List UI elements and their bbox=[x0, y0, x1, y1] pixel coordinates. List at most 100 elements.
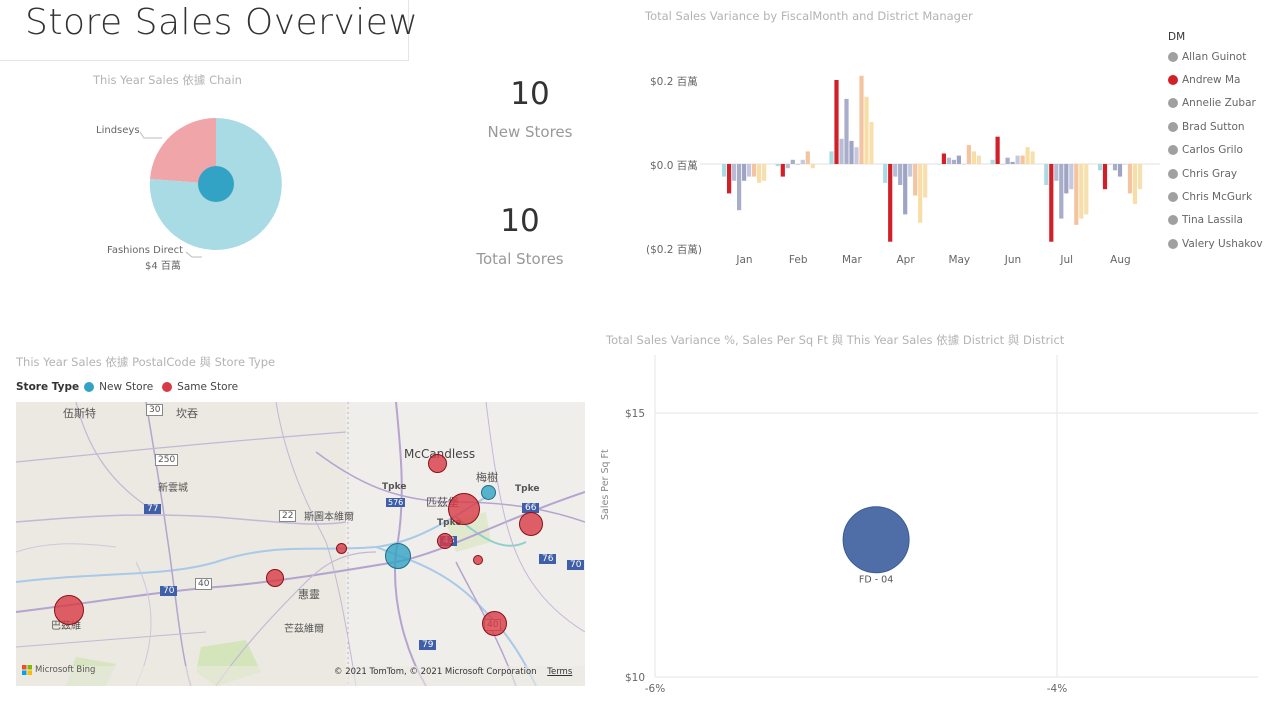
variance-bar[interactable] bbox=[971, 151, 976, 164]
map-bubble-same-store[interactable] bbox=[266, 569, 284, 587]
variance-bar[interactable] bbox=[1069, 164, 1074, 190]
variance-bar[interactable] bbox=[1112, 164, 1118, 171]
variance-bar[interactable] bbox=[923, 164, 928, 198]
pie-chart[interactable] bbox=[80, 100, 300, 280]
variance-bar[interactable] bbox=[747, 164, 752, 177]
variance-bar[interactable] bbox=[854, 147, 859, 164]
variance-bar[interactable] bbox=[1020, 155, 1025, 164]
variance-bar[interactable] bbox=[951, 159, 956, 164]
variance-bar[interactable] bbox=[722, 164, 727, 177]
variance-bar[interactable] bbox=[893, 164, 898, 177]
variance-bar[interactable] bbox=[737, 164, 742, 211]
variance-bar[interactable] bbox=[976, 155, 981, 164]
variance-legend-item[interactable]: Valery Ushakov bbox=[1168, 232, 1263, 255]
variance-bar[interactable] bbox=[869, 122, 874, 164]
variance-bar[interactable] bbox=[990, 159, 995, 164]
variance-bar[interactable] bbox=[1030, 151, 1035, 164]
variance-bar[interactable] bbox=[956, 155, 961, 164]
variance-bar-chart[interactable]: Jan Feb Mar Apr May Jun Jul Aug bbox=[700, 60, 1160, 270]
variance-bar[interactable] bbox=[810, 164, 815, 169]
variance-legend-item[interactable]: Chris McGurk bbox=[1168, 185, 1263, 208]
variance-bar[interactable] bbox=[859, 75, 864, 164]
variance-bar[interactable] bbox=[775, 164, 780, 167]
variance-bar[interactable] bbox=[903, 164, 908, 215]
variance-bar[interactable] bbox=[946, 157, 951, 164]
variance-bar[interactable] bbox=[752, 164, 757, 177]
variance-legend-item[interactable]: Chris Gray bbox=[1168, 162, 1263, 185]
variance-bar[interactable] bbox=[780, 164, 785, 177]
variance-bar[interactable] bbox=[1010, 161, 1015, 164]
variance-bar[interactable] bbox=[1117, 164, 1123, 177]
variance-bar[interactable] bbox=[1054, 164, 1059, 181]
variance-bar[interactable] bbox=[888, 164, 893, 242]
variance-bar[interactable] bbox=[908, 164, 913, 177]
variance-bar[interactable] bbox=[727, 164, 732, 194]
variance-bar[interactable] bbox=[1084, 164, 1089, 215]
variance-bar[interactable] bbox=[805, 151, 810, 164]
variance-bar[interactable] bbox=[898, 164, 903, 185]
variance-legend-item[interactable]: Brad Sutton bbox=[1168, 115, 1263, 138]
variance-bar[interactable] bbox=[834, 80, 839, 164]
variance-bar[interactable] bbox=[1044, 164, 1049, 185]
map-bubble-same-store[interactable] bbox=[336, 543, 347, 554]
scatter-point[interactable] bbox=[842, 506, 910, 574]
variance-bar[interactable] bbox=[995, 136, 1000, 164]
variance-bar[interactable] bbox=[1107, 164, 1113, 165]
variance-legend-item[interactable]: Annelie Zubar bbox=[1168, 92, 1263, 115]
variance-bar[interactable] bbox=[864, 96, 869, 164]
variance-bar[interactable] bbox=[732, 164, 737, 181]
legend-dot-icon bbox=[1168, 51, 1178, 62]
variance-bar[interactable] bbox=[1137, 164, 1143, 190]
variance-bar[interactable] bbox=[1132, 164, 1138, 204]
variance-bar[interactable] bbox=[815, 164, 820, 165]
variance-bar[interactable] bbox=[1079, 164, 1084, 219]
variance-bar[interactable] bbox=[795, 164, 800, 165]
variance-bar[interactable] bbox=[785, 164, 790, 169]
map-bubble-same-store[interactable] bbox=[473, 555, 483, 565]
variance-bar[interactable] bbox=[913, 164, 918, 196]
variance-legend-item[interactable]: Carlos Grilo bbox=[1168, 139, 1263, 162]
variance-bar[interactable] bbox=[829, 151, 834, 164]
map-bubble-same-store[interactable] bbox=[428, 454, 447, 473]
variance-legend-item[interactable]: Tina Lassila bbox=[1168, 209, 1263, 232]
map-bubble-same-store[interactable] bbox=[482, 611, 507, 636]
map-bubble-same-store[interactable] bbox=[519, 512, 543, 536]
variance-legend-item[interactable]: Andrew Ma bbox=[1168, 68, 1263, 91]
map-terms-link[interactable]: Terms bbox=[547, 667, 573, 677]
variance-bar[interactable] bbox=[762, 164, 767, 181]
variance-bar[interactable] bbox=[918, 164, 923, 223]
variance-xtick: Mar bbox=[842, 254, 862, 266]
variance-bar[interactable] bbox=[1025, 147, 1030, 164]
variance-bar[interactable] bbox=[1064, 164, 1069, 194]
variance-bar[interactable] bbox=[1005, 157, 1010, 164]
map-bubble-new-store[interactable] bbox=[481, 485, 496, 500]
map-bubble-same-store[interactable] bbox=[54, 595, 84, 625]
variance-bar[interactable] bbox=[1059, 164, 1064, 219]
variance-bar[interactable] bbox=[936, 164, 941, 165]
map-bubble-same-store[interactable] bbox=[437, 533, 453, 549]
variance-bar[interactable] bbox=[1049, 164, 1054, 242]
scatter-chart[interactable]: $15 $10-6% -4% FD - 04 bbox=[600, 355, 1265, 704]
map-bubble-new-store[interactable] bbox=[385, 543, 411, 569]
variance-bar[interactable] bbox=[961, 164, 966, 165]
variance-bar[interactable] bbox=[1000, 164, 1005, 165]
variance-bar[interactable] bbox=[1127, 164, 1133, 194]
variance-bar[interactable] bbox=[839, 138, 844, 164]
variance-bar[interactable] bbox=[757, 164, 762, 183]
variance-bar[interactable] bbox=[1074, 164, 1079, 225]
variance-bar[interactable] bbox=[742, 164, 747, 181]
variance-legend-item[interactable]: Allan Guinot bbox=[1168, 45, 1263, 68]
variance-bar[interactable] bbox=[1102, 164, 1108, 190]
map-canvas[interactable]: McCandless 梅樹 伍斯特 坎吞 新雲城 斯圖本維爾 匹茲堡 惠靈 芒茲… bbox=[16, 402, 585, 686]
variance-bar[interactable] bbox=[966, 145, 971, 164]
variance-bar[interactable] bbox=[844, 98, 849, 164]
variance-bar[interactable] bbox=[849, 140, 854, 164]
variance-bar[interactable] bbox=[1015, 155, 1020, 164]
variance-bar[interactable] bbox=[1122, 164, 1128, 165]
variance-bar[interactable] bbox=[1097, 164, 1103, 171]
variance-bar[interactable] bbox=[800, 159, 805, 164]
map-bubble-same-store[interactable] bbox=[448, 493, 480, 525]
variance-bar[interactable] bbox=[790, 159, 795, 164]
variance-bar[interactable] bbox=[941, 153, 946, 165]
variance-bar[interactable] bbox=[883, 164, 888, 183]
